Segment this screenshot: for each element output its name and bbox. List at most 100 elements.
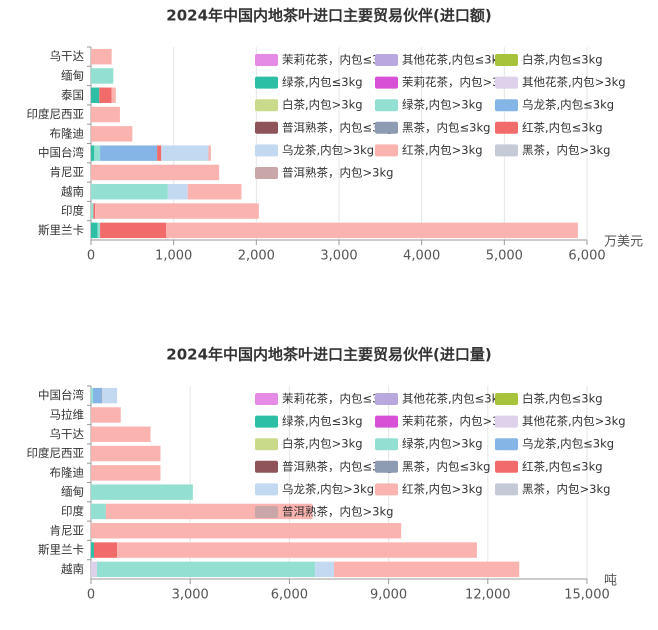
x-tick-label: 4,000	[403, 249, 440, 264]
legend-swatch	[495, 438, 518, 451]
y-tick-label: 泰国	[61, 88, 84, 102]
x-tick-label: 0	[87, 588, 95, 603]
legend-label: 普洱熟茶，内包>3kg	[282, 505, 393, 519]
x-tick-label: 3,000	[320, 249, 357, 264]
legend-swatch	[255, 167, 278, 179]
legend-swatch	[495, 460, 518, 473]
y-tick-label: 布隆迪	[50, 126, 85, 140]
y-tick-label: 马拉维	[50, 407, 85, 421]
legend-label: 黑茶，内包>3kg	[522, 143, 610, 157]
legend-swatch	[255, 99, 278, 112]
bar-segment	[117, 542, 477, 558]
x-axis-unit: 万美元	[604, 235, 643, 250]
legend-label: 乌龙茶,内包>3kg	[282, 482, 374, 496]
bar-segment	[95, 203, 259, 219]
legend-swatch	[495, 144, 518, 157]
bar-segment	[91, 87, 100, 103]
legend-swatch	[375, 415, 398, 428]
y-tick-label: 印度尼西亚	[27, 446, 85, 460]
legend-swatch	[495, 54, 518, 66]
legend-swatch	[495, 483, 518, 496]
legend-label: 茉莉花茶，内包>3kg	[402, 414, 513, 428]
bar-segment	[208, 145, 211, 161]
bar-segment	[187, 184, 242, 200]
x-tick-label: 6,000	[568, 249, 605, 264]
legend-label: 其他花茶,内包>3kg	[522, 75, 626, 89]
legend-swatch	[495, 415, 518, 428]
bar-segment	[91, 387, 93, 404]
legend-label: 白茶,内包>3kg	[282, 437, 363, 451]
legend-label: 白茶,内包≤3kg	[522, 53, 603, 67]
legend-swatch	[375, 54, 398, 66]
x-tick-label: 3,000	[172, 588, 209, 603]
legend-label: 其他花茶,内包≤3kg	[402, 53, 506, 67]
legend-label: 白茶,内包≤3kg	[522, 392, 603, 406]
bar-segment	[91, 48, 112, 65]
bar-segment	[157, 145, 162, 161]
bar-segment	[91, 484, 193, 500]
legend-swatch	[495, 76, 518, 89]
bar-segment	[96, 561, 316, 578]
bar-segment	[111, 87, 116, 103]
legend-label: 普洱熟茶，内包≤3kg	[282, 120, 393, 134]
legend-swatch	[375, 76, 398, 89]
y-tick-label: 印度尼西亚	[27, 107, 85, 121]
bar-segment	[91, 126, 133, 142]
bar-segment	[91, 68, 114, 84]
bar-segment	[161, 145, 209, 161]
bar-segment	[91, 164, 220, 181]
bar-segment	[101, 387, 103, 404]
y-tick-label: 肯尼亚	[50, 523, 85, 537]
legend-swatch	[375, 99, 398, 112]
x-tick-label: 2,000	[238, 249, 275, 264]
bar-segment	[91, 523, 402, 539]
bar-segment	[91, 465, 161, 481]
bar-segment	[91, 203, 94, 219]
bar-segment	[91, 407, 121, 423]
bar-segment	[91, 426, 151, 442]
legend-swatch	[375, 121, 398, 134]
y-tick-label: 印度	[61, 204, 84, 218]
bar-segment	[91, 184, 168, 200]
y-tick-label: 越南	[61, 184, 84, 198]
legend-label: 茉莉花茶，内包>3kg	[402, 75, 513, 89]
legend-swatch	[375, 460, 398, 473]
legend-label: 绿茶,内包>3kg	[402, 98, 483, 112]
bar-segment	[334, 561, 520, 578]
bar-segment	[166, 222, 578, 239]
legend-label: 白茶,内包>3kg	[282, 98, 363, 112]
bar-segment	[91, 106, 120, 123]
legend-swatch	[255, 415, 278, 428]
legend-label: 绿茶,内包≤3kg	[282, 75, 363, 89]
legend-label: 绿茶,内包≤3kg	[282, 414, 363, 428]
y-tick-label: 乌干达	[50, 427, 85, 441]
bar-segment	[100, 222, 167, 239]
legend-label: 乌龙茶,内包>3kg	[282, 143, 374, 157]
legend-label: 红茶,内包≤3kg	[522, 459, 603, 473]
legend-swatch	[255, 483, 278, 496]
legend-swatch	[255, 460, 278, 473]
legend-label: 普洱熟茶，内包>3kg	[282, 166, 393, 180]
bar-segment	[92, 387, 102, 404]
bar-segment	[93, 203, 96, 219]
y-tick-label: 印度	[61, 504, 84, 518]
legend-label: 普洱熟茶，内包≤3kg	[282, 459, 393, 473]
legend-swatch	[255, 144, 278, 157]
y-tick-label: 斯里兰卡	[38, 223, 84, 237]
legend-swatch	[375, 483, 398, 496]
bar-segment	[93, 542, 118, 558]
x-tick-label: 0	[87, 249, 95, 264]
legend-swatch	[255, 121, 278, 134]
legend-label: 红茶,内包≤3kg	[522, 120, 603, 134]
legend-swatch	[255, 393, 278, 405]
legend-label: 茉莉花茶，内包≤3kg	[282, 392, 393, 406]
y-tick-label: 中国台湾	[38, 388, 84, 402]
y-tick-label: 肯尼亚	[50, 165, 85, 179]
bar-segment	[167, 184, 188, 200]
legend-label: 黑茶，内包≤3kg	[402, 459, 490, 473]
bar-segment	[91, 542, 94, 558]
bar-segment	[91, 445, 161, 462]
x-axis-unit: 吨	[604, 574, 617, 589]
